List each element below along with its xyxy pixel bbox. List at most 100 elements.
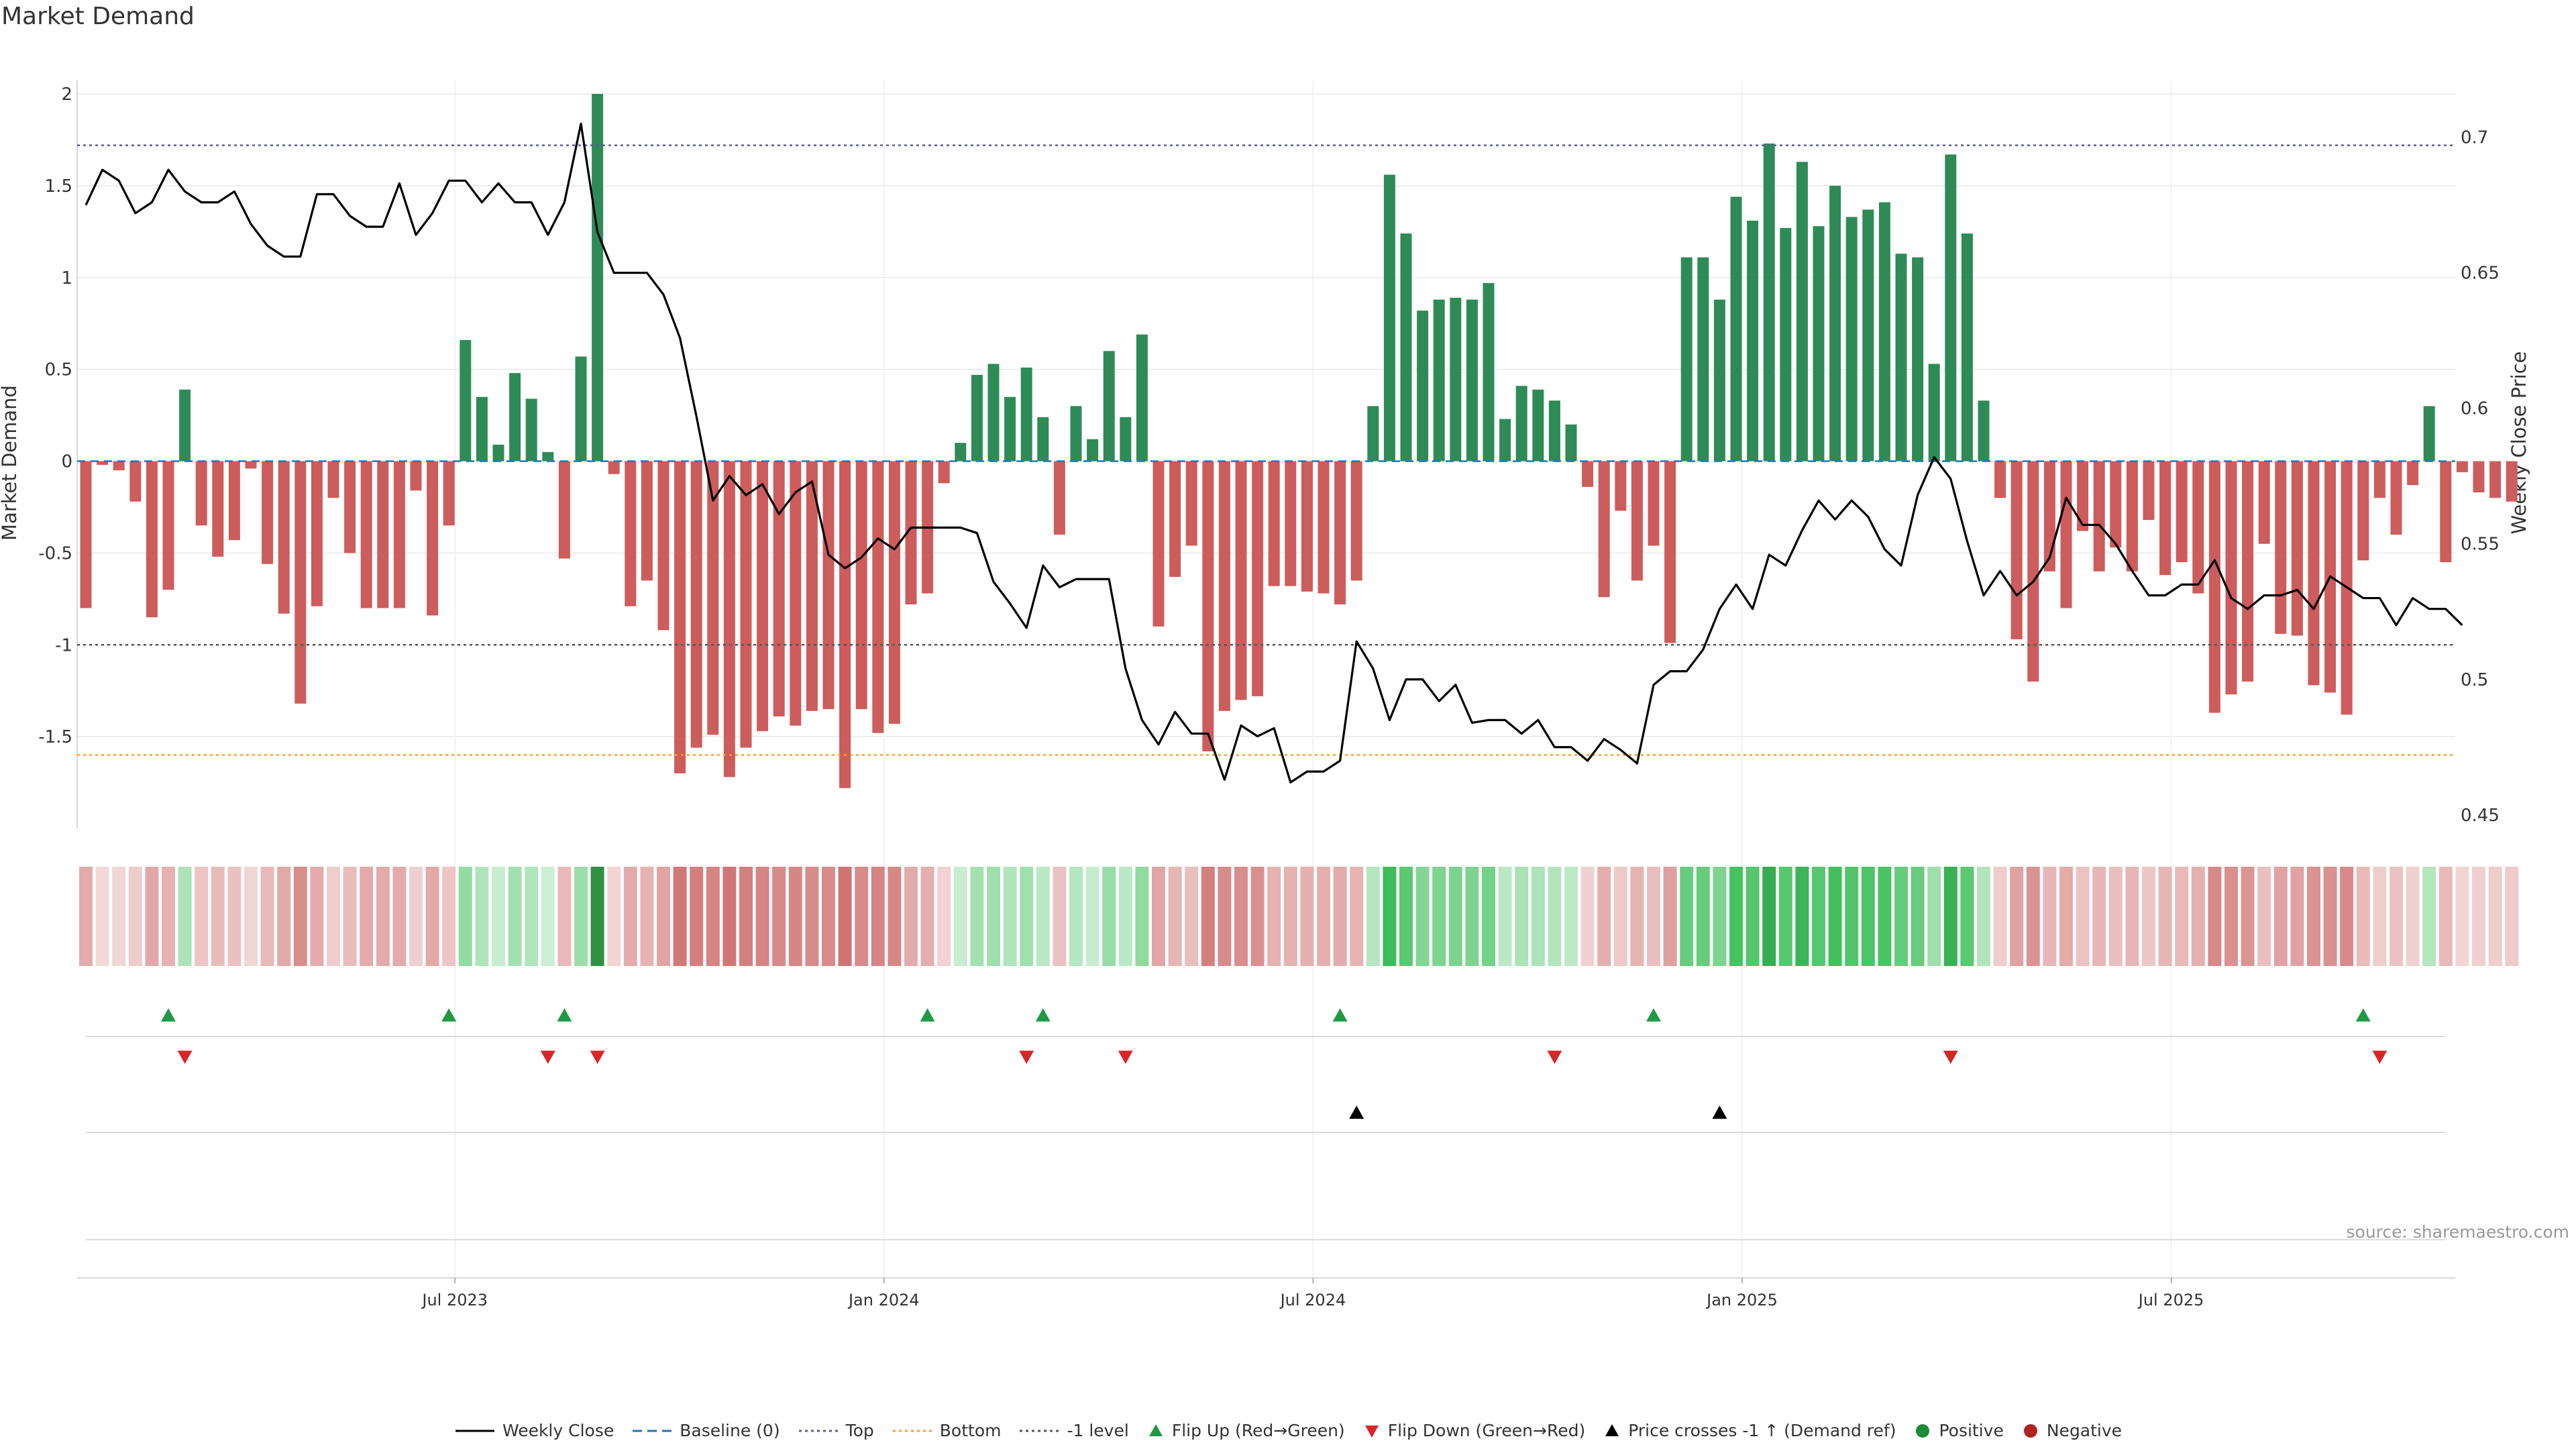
heat-cell	[1317, 867, 1330, 966]
legend-swatch	[455, 1430, 494, 1432]
heat-cell	[2043, 867, 2057, 966]
heat-cell	[1350, 867, 1364, 966]
heat-cell	[1168, 867, 1182, 966]
flip-up-marker	[161, 1008, 176, 1022]
heat-cell	[343, 867, 357, 966]
demand-bar	[1862, 209, 1874, 462]
legend-item: Positive	[1913, 1421, 2004, 1440]
demand-bar	[278, 461, 290, 614]
demand-bar	[162, 461, 174, 590]
heat-cell	[1696, 867, 1710, 966]
demand-bar	[1037, 417, 1049, 462]
heat-cell	[1498, 867, 1512, 966]
heat-cell	[1878, 867, 1892, 966]
heat-cell	[1778, 867, 1792, 966]
demand-bar	[690, 461, 702, 748]
heat-cell	[1020, 867, 1034, 966]
heat-cell	[79, 867, 93, 966]
demand-bar	[1466, 299, 1478, 462]
demand-bar	[1829, 185, 1841, 462]
heat-cell	[1630, 867, 1644, 966]
heat-cell	[937, 867, 951, 966]
demand-bar	[1631, 461, 1643, 581]
demand-bar	[2357, 461, 2369, 561]
legend-item: Bottom	[892, 1421, 1001, 1440]
demand-bar	[1169, 461, 1181, 577]
demand-bar	[1548, 400, 1560, 462]
demand-bar	[1796, 162, 1808, 462]
demand-bar	[2110, 461, 2122, 548]
heat-cell	[1762, 867, 1776, 966]
heat-cell	[1663, 867, 1677, 966]
heat-cell	[1415, 867, 1430, 966]
demand-bar	[525, 398, 537, 462]
y-tick-label: -1	[55, 635, 72, 655]
demand-bar	[2258, 461, 2270, 544]
heat-cell	[1861, 867, 1875, 966]
demand-bar	[80, 461, 92, 608]
heat-cell	[1135, 867, 1149, 966]
heat-cell	[1993, 867, 2007, 966]
demand-bar	[1235, 461, 1247, 700]
heat-cell	[1399, 867, 1413, 966]
demand-bar	[2489, 461, 2502, 498]
y-tick-label: -0.5	[38, 543, 72, 564]
demand-bar	[1136, 334, 1148, 462]
heat-cell	[1053, 867, 1067, 966]
heat-cell	[145, 867, 159, 966]
heat-cell	[2505, 867, 2519, 966]
demand-bar	[2308, 461, 2320, 686]
demand-bar	[262, 461, 274, 564]
heat-cell	[673, 867, 687, 966]
heat-cell	[2076, 867, 2090, 966]
demand-bar	[2456, 461, 2468, 472]
demand-bar	[1615, 461, 1627, 511]
demand-bar	[377, 461, 389, 608]
flip-down-marker	[1943, 1051, 1958, 1064]
demand-bar	[740, 461, 752, 748]
legend-label: Negative	[2046, 1421, 2123, 1440]
heat-cell	[1218, 867, 1232, 966]
source-label: source: sharemaestro.com	[2346, 1222, 2570, 1242]
demand-bar	[542, 451, 554, 462]
legend-item: -1 level	[1018, 1421, 1129, 1440]
demand-bar	[294, 461, 307, 704]
demand-bar	[327, 461, 339, 498]
demand-bar	[460, 339, 472, 462]
demand-bar	[2440, 461, 2452, 563]
demand-bar	[1515, 386, 1527, 462]
heat-cell	[2224, 867, 2238, 966]
demand-bar	[1400, 233, 1412, 462]
demand-bar	[558, 461, 570, 559]
legend-item: Baseline (0)	[631, 1421, 780, 1440]
demand-bar	[2143, 461, 2155, 521]
heat-cell	[227, 867, 241, 966]
heat-cell	[1597, 867, 1611, 966]
demand-bar	[1318, 461, 1330, 594]
chart-title: Market Demand	[1, 3, 195, 30]
heat-cell	[1152, 867, 1165, 966]
heat-cell	[1383, 867, 1397, 966]
flip-up-marker	[1332, 1008, 1348, 1022]
heat-cell	[838, 867, 852, 966]
flip-down-marker	[177, 1051, 193, 1064]
heat-cell	[1812, 867, 1825, 966]
demand-bar	[2506, 461, 2518, 502]
legend: Weekly Close Baseline (0) Top Bottom -1 leve…	[0, 1421, 2576, 1440]
heat-cell	[1185, 867, 1199, 966]
heat-cell	[1564, 867, 1578, 966]
demand-bar	[509, 373, 521, 462]
legend-label: -1 level	[1067, 1421, 1129, 1440]
legend-label: Price crosses -1 ↑ (Demand ref)	[1628, 1421, 1896, 1440]
demand-bar	[393, 461, 405, 608]
demand-bar	[1813, 226, 1825, 462]
y-tick-label: 0.5	[45, 360, 72, 380]
y2-axis-title: Weekly Close Price	[2508, 352, 2530, 535]
heat-cell	[1548, 867, 1562, 966]
heat-cell	[525, 867, 539, 966]
heat-cell	[1613, 867, 1627, 966]
demand-bar	[773, 461, 785, 717]
demand-bar	[476, 396, 488, 462]
heat-cell	[805, 867, 819, 966]
demand-bar	[2407, 461, 2419, 486]
